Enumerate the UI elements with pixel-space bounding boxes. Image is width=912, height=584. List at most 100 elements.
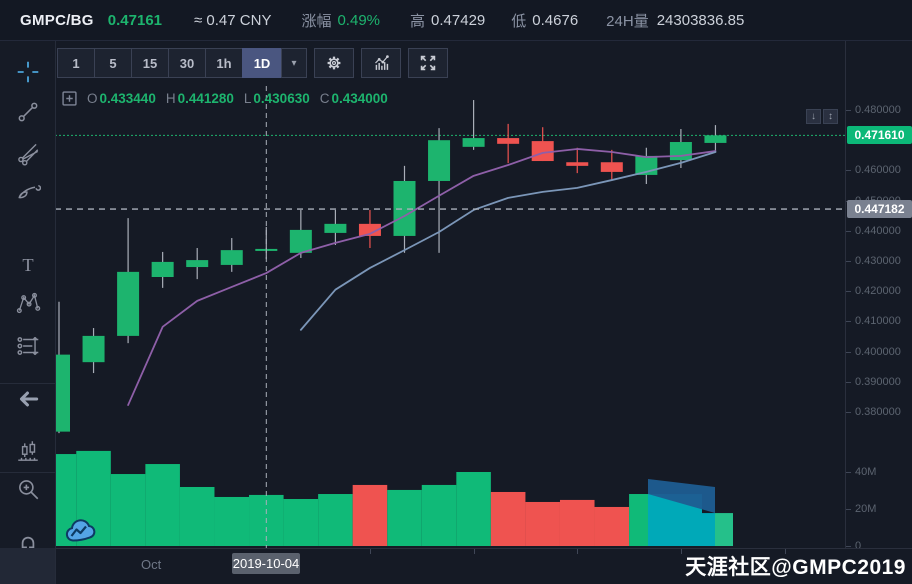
watermark: 天涯社区@GMPC2019 — [685, 556, 906, 579]
brush-tool[interactable] — [13, 176, 43, 206]
volume-24h-value: 24303836.85 — [656, 11, 745, 29]
time-axis[interactable]: Oct 2019-10-04 — [55, 548, 912, 584]
ohlc-row: O 0.433440 H 0.441280 L 0.430630 C 0.434… — [62, 91, 388, 106]
crosshair-price-badge: 0.447182 — [847, 200, 912, 219]
indicators-icon — [375, 55, 389, 70]
price-tick — [846, 321, 851, 323]
close-label: C — [319, 91, 330, 106]
price-axis-label: 0.390000 — [855, 375, 901, 388]
time-tick — [370, 549, 371, 554]
price-axis[interactable]: 0.4800000.4600000.4500000.4400000.430000… — [845, 40, 912, 552]
drawing-toolbar: T — [0, 40, 56, 584]
interval-button-1h[interactable]: 1h — [205, 48, 243, 78]
price-tick — [846, 412, 851, 413]
magnet-icon — [21, 536, 35, 553]
magnet-tool[interactable] — [13, 528, 43, 558]
volume-tick — [846, 509, 851, 510]
zoom-in-icon — [19, 480, 39, 500]
bar-measure-tool[interactable] — [13, 436, 43, 466]
price-axis-label: 0.430000 — [855, 255, 901, 267]
price-axis-label: 0.410000 — [855, 315, 901, 328]
high-label: H — [165, 91, 176, 106]
low-label: L — [243, 91, 252, 106]
crosshair-tool[interactable] — [13, 57, 43, 87]
sidebar-divider — [0, 472, 55, 473]
price-tick — [846, 291, 851, 293]
month-label: Oct — [141, 557, 162, 572]
change-label: 涨幅 — [301, 12, 332, 30]
arrow-down-icon: ↓ — [811, 111, 816, 122]
interval-dropdown-caret[interactable]: ▾ — [281, 48, 307, 78]
open-label: O — [87, 91, 98, 106]
gear-icon — [327, 56, 341, 70]
gann-fibonacci-tool[interactable] — [13, 138, 43, 168]
arrow-left-icon — [19, 391, 39, 407]
fullscreen-icon — [420, 55, 436, 71]
tradingview-logo[interactable] — [64, 516, 98, 551]
indicators-button[interactable] — [361, 48, 401, 78]
price-tick — [846, 381, 851, 383]
sidebar-bottom-row — [0, 548, 55, 584]
high-value: 0.441280 — [177, 91, 234, 106]
approx-cny-price: ≈ 0.47 CNY — [194, 11, 272, 29]
price-tick — [846, 170, 851, 172]
volume-axis-label: 0 — [855, 540, 862, 552]
hide-drawings-arrow[interactable] — [13, 384, 43, 414]
crosshair-date-badge: 2019-10-04 — [232, 553, 300, 574]
interval-button-1m[interactable]: 1 — [57, 48, 95, 78]
text-icon: T — [22, 255, 33, 275]
trend-line-tool[interactable] — [13, 97, 43, 127]
add-compare-icon[interactable] — [62, 91, 77, 106]
time-tick — [681, 549, 682, 554]
caret-down-icon: ▾ — [291, 57, 297, 69]
high-value: 0.47429 — [431, 11, 486, 29]
price-axis-label: 0.460000 — [855, 164, 901, 177]
price-axis-label: 0.380000 — [855, 406, 901, 418]
open-value: 0.433440 — [99, 91, 156, 106]
price-tick — [846, 261, 851, 262]
xabcd-pattern-tool[interactable] — [13, 288, 43, 318]
top-toolbar: 1 5 15 30 1h 1D ▾ — [57, 48, 448, 78]
fullscreen-button[interactable] — [408, 48, 448, 78]
price-axis-label: 0.440000 — [855, 224, 901, 237]
volume-tick — [846, 472, 851, 473]
close-value: 0.434000 — [331, 91, 388, 106]
position-lines-icon — [17, 336, 39, 356]
low-value: 0.430630 — [253, 91, 310, 106]
zoom-in-tool[interactable] — [13, 474, 43, 504]
svg-text:T: T — [22, 255, 33, 275]
xabcd-pattern-icon — [16, 292, 41, 314]
interval-button-15m[interactable]: 15 — [131, 48, 169, 78]
text-tool[interactable]: T — [13, 250, 43, 280]
time-tick — [577, 549, 578, 554]
price-tick — [846, 110, 851, 111]
settings-button[interactable] — [314, 48, 354, 78]
brush-icon — [18, 185, 41, 199]
scroll-to-realtime-button[interactable]: ↓ — [806, 109, 821, 124]
volume-axis-label: 40M — [855, 466, 877, 478]
low-value: 0.4676 — [532, 11, 579, 29]
arrow-up-down-icon: ↕ — [828, 111, 833, 122]
price-tick — [846, 230, 851, 232]
interval-button-30m[interactable]: 30 — [168, 48, 206, 78]
cloud-mountain-logo-icon — [65, 519, 96, 542]
current-price-badge: 0.471610 — [847, 126, 912, 145]
trend-line-icon — [18, 102, 38, 122]
high-label: 高 — [410, 12, 426, 30]
interval-button-5m[interactable]: 5 — [94, 48, 132, 78]
pair-name: GMPC/BG — [20, 11, 94, 29]
price-axis-label: 0.480000 — [855, 104, 901, 116]
volume-24h-label: 24H量 — [606, 12, 649, 30]
last-price: 0.47161 — [107, 11, 163, 29]
candle-ruler-icon — [18, 441, 38, 461]
volume-tick — [846, 546, 851, 547]
reset-scale-button[interactable]: ↕ — [823, 109, 838, 124]
time-tick — [785, 549, 786, 554]
volume-axis-label: 20M — [855, 503, 877, 515]
forecast-position-tool[interactable] — [13, 331, 43, 361]
change-value: 0.49% — [337, 11, 381, 29]
interval-button-1d[interactable]: 1D — [242, 48, 282, 78]
price-tick — [846, 351, 851, 353]
